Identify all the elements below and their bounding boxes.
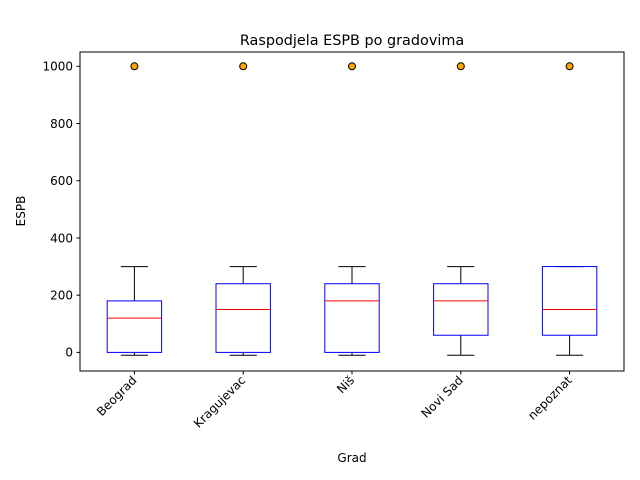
y-axis-label: ESPB bbox=[14, 196, 28, 227]
outlier-point bbox=[456, 62, 465, 71]
outlier-point bbox=[130, 62, 139, 71]
plot-area bbox=[79, 51, 625, 372]
x-axis-label: Grad bbox=[337, 451, 366, 465]
box-group-kragujevac bbox=[215, 62, 271, 356]
y-tick-label: 800 bbox=[50, 117, 73, 131]
y-tick-label: 0 bbox=[65, 346, 73, 360]
box bbox=[433, 283, 489, 336]
y-tick-label: 200 bbox=[50, 288, 73, 302]
box-group-novi-sad bbox=[433, 62, 489, 356]
outlier-point bbox=[239, 62, 248, 71]
box-group-nepoznat bbox=[541, 62, 598, 356]
y-tick-label: 1000 bbox=[42, 60, 73, 74]
outlier-point bbox=[565, 62, 574, 71]
y-tick-label: 600 bbox=[50, 174, 73, 188]
box bbox=[541, 266, 598, 336]
chart-title: Raspodjela ESPB po gradovima bbox=[240, 33, 464, 49]
outlier-point bbox=[348, 62, 356, 71]
box-group-niš bbox=[324, 62, 380, 356]
y-tick-label: 400 bbox=[50, 231, 73, 245]
box bbox=[324, 283, 380, 353]
y-axis: 0 200 400 600 800 1000 bbox=[42, 60, 80, 360]
box bbox=[106, 300, 163, 353]
box-group-beograd bbox=[106, 62, 163, 356]
box bbox=[215, 283, 271, 353]
